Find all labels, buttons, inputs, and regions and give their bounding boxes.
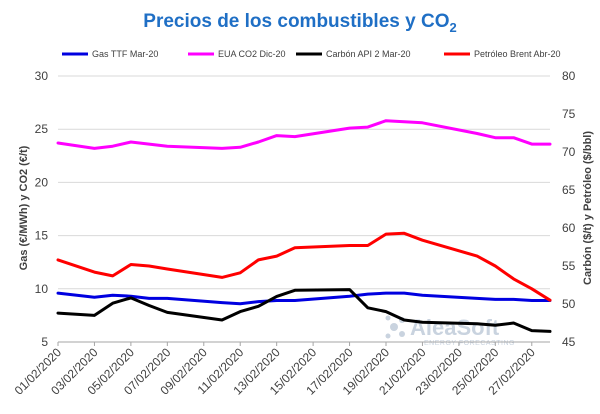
y-left-tick-0: 5: [41, 335, 48, 349]
chart-title-main: Precios de los combustibles y CO: [143, 11, 449, 32]
y-right-tick-1: 50: [562, 297, 576, 311]
y-left-tick-3: 20: [35, 175, 49, 189]
y-right-tick-7: 80: [562, 69, 576, 83]
watermark-tagline: ENERGY FORECASTING: [424, 340, 515, 347]
y-axis-left-ticks: 5 10 15 20 25 30: [35, 69, 49, 349]
series-line-1: [56, 119, 552, 150]
series-line-0: [56, 291, 552, 306]
series-lines: [56, 119, 552, 333]
y-right-tick-5: 70: [562, 145, 576, 159]
y-left-tick-4: 25: [35, 122, 49, 136]
legend-label-2: Carbón API 2 Mar-20: [326, 49, 411, 59]
y-right-tick-3: 60: [562, 221, 576, 235]
y-axis-right-label: Carbón ($/t) y Petróleo ($/bbl): [582, 131, 594, 285]
series-line-2: [56, 288, 552, 333]
y-left-tick-5: 30: [35, 69, 49, 83]
gridlines: [58, 75, 550, 343]
legend-label-1: EUA CO2 Dic-20: [218, 49, 286, 59]
series-line-3: [56, 231, 552, 302]
legend-label-0: Gas TTF Mar-20: [92, 49, 158, 59]
y-left-tick-1: 10: [35, 282, 49, 296]
y-left-tick-2: 15: [35, 229, 49, 243]
chart-title: Precios de los combustibles y CO2: [143, 11, 456, 35]
y-right-tick-4: 65: [562, 183, 576, 197]
y-axis-left-label: Gas (€/MWh) y CO2 (€/t): [18, 145, 30, 270]
y-axis-right-ticks: 45 50 55 60 65 70 75 80: [562, 69, 576, 349]
y-right-tick-2: 55: [562, 259, 576, 273]
watermark-brand: AleaSoft: [410, 315, 500, 340]
legend: Gas TTF Mar-20 EUA CO2 Dic-20 Carbón API 2…: [62, 49, 561, 59]
y-right-tick-6: 75: [562, 107, 576, 121]
y-right-tick-0: 45: [562, 335, 576, 349]
x-axis-ticks: 01/02/202003/02/202005/02/202007/02/2020…: [12, 342, 538, 398]
chart-title-subscript: 2: [449, 20, 456, 35]
legend-label-3: Petróleo Brent Abr-20: [474, 49, 561, 59]
